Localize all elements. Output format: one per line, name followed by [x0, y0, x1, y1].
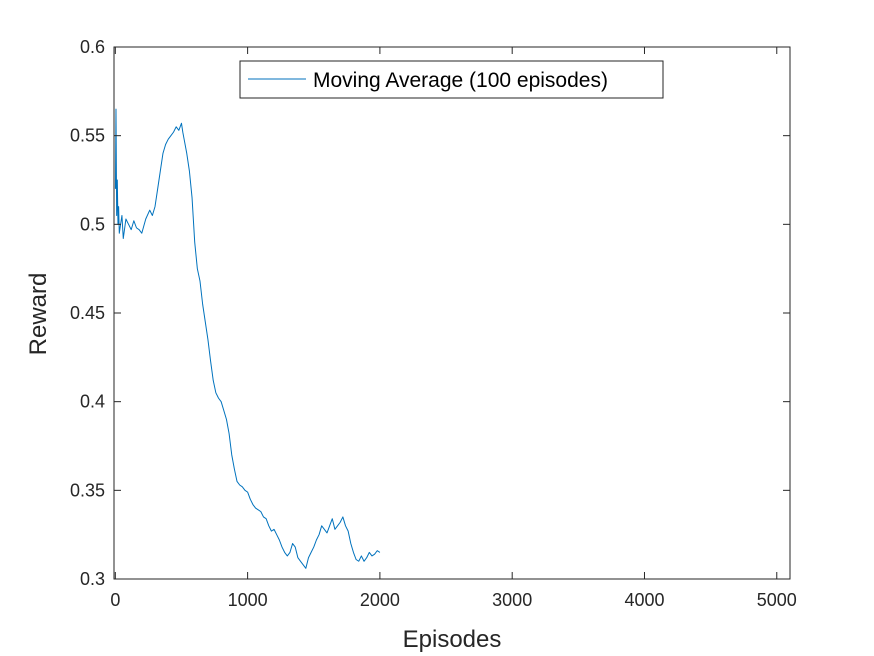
- data-layer: [114, 108, 381, 569]
- plot-background: [114, 47, 790, 579]
- y-tick-label: 0.6: [80, 37, 105, 57]
- y-tick-label: 0.35: [70, 480, 105, 500]
- x-tick-label: 0: [110, 590, 120, 610]
- legend-box: [239, 60, 664, 99]
- legend: Moving Average (100 episodes): [239, 60, 664, 99]
- x-axis-label: Episodes: [403, 626, 502, 653]
- x-tick-label: 4000: [624, 590, 664, 610]
- x-tick-label: 3000: [492, 590, 532, 610]
- y-tick-label: 0.3: [80, 569, 105, 589]
- axes-layer: 0 1000 2000 3000 4000 5000 0.3 0.35 0.4 0.45 0.5 0.…: [70, 37, 797, 610]
- x-tick-label: 2000: [360, 590, 400, 610]
- y-tick-label: 0.4: [80, 392, 105, 412]
- y-axis-label: Reward: [25, 273, 52, 356]
- y-tick-label: 0.55: [70, 126, 105, 146]
- x-tick-label: 5000: [757, 590, 797, 610]
- legend-entry-label: Moving Average (100 episodes): [313, 69, 608, 92]
- y-tick-label: 0.5: [80, 214, 105, 234]
- plot-area: [114, 47, 790, 579]
- y-tick-label: 0.45: [70, 303, 105, 323]
- series-line-0: [114, 108, 381, 569]
- x-tick-label: 1000: [228, 590, 268, 610]
